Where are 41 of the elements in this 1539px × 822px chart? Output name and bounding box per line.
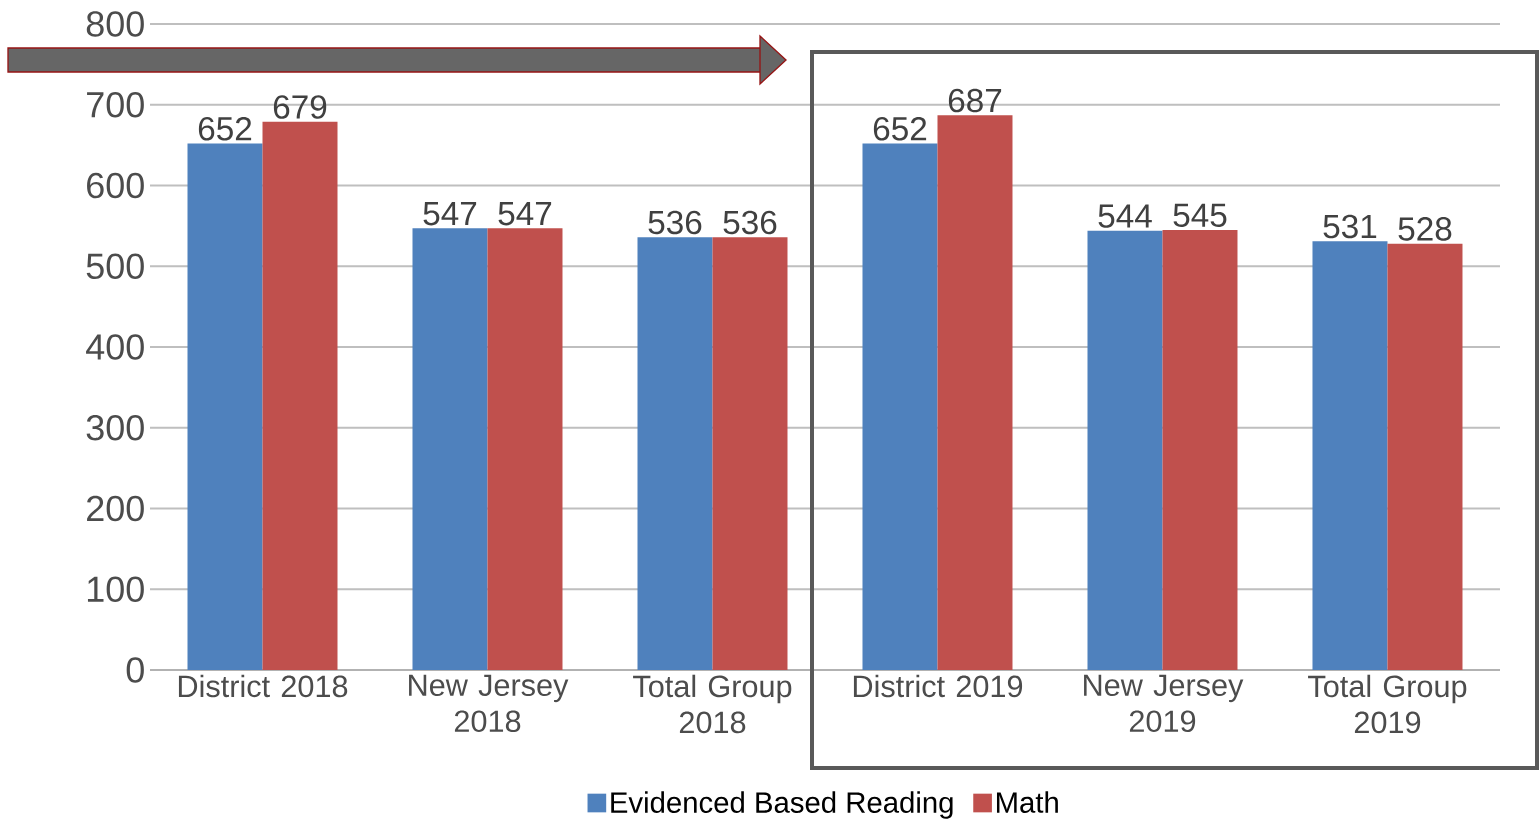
x-tick-label: New Jersey 2019	[1084, 674, 1244, 733]
y-tick-label: 100	[87, 576, 144, 602]
legend-label: Math	[996, 791, 1058, 813]
y-tick-label: 700	[87, 92, 144, 118]
legend-label: Evidenced Based Reading	[611, 791, 953, 819]
x-tick-label: District 2019	[853, 674, 1023, 698]
bar	[412, 228, 488, 670]
data-label: 528	[1398, 217, 1452, 241]
data-label: 536	[648, 210, 702, 235]
bar	[937, 115, 1013, 670]
data-label: 547	[498, 202, 552, 226]
x-tick-label: Total Group 2019	[1308, 674, 1467, 734]
data-label: 545	[1173, 203, 1227, 227]
data-label: 687	[948, 88, 1002, 113]
y-tick-label: 500	[86, 253, 144, 279]
data-label: 679	[273, 95, 327, 119]
bar	[262, 121, 338, 670]
y-tick-label: 400	[86, 334, 144, 360]
data-label: 547	[423, 202, 477, 226]
y-tick-label: 300	[86, 415, 144, 441]
bar	[862, 143, 938, 670]
data-label: 536	[723, 210, 777, 235]
x-tick-label: New Jersey 2018	[409, 674, 569, 733]
x-tick-label: District 2018	[178, 674, 348, 698]
data-label: 652	[873, 116, 927, 141]
x-tick-label: Total Group 2018	[633, 674, 792, 734]
y-tick-label: 800	[86, 11, 144, 37]
data-label: 544	[1098, 204, 1152, 228]
data-label: 652	[198, 116, 252, 141]
y-tick-label: 0	[126, 657, 144, 683]
y-tick-label: 200	[87, 495, 144, 522]
bar	[1087, 230, 1163, 670]
bar	[712, 237, 788, 670]
y-tick-label: 600	[87, 172, 144, 199]
bar	[1162, 229, 1238, 670]
bar	[637, 237, 713, 670]
bar	[1387, 243, 1463, 670]
data-label: 531	[1323, 214, 1377, 239]
bar	[187, 143, 263, 670]
bar	[487, 228, 563, 670]
bar	[1312, 241, 1388, 670]
